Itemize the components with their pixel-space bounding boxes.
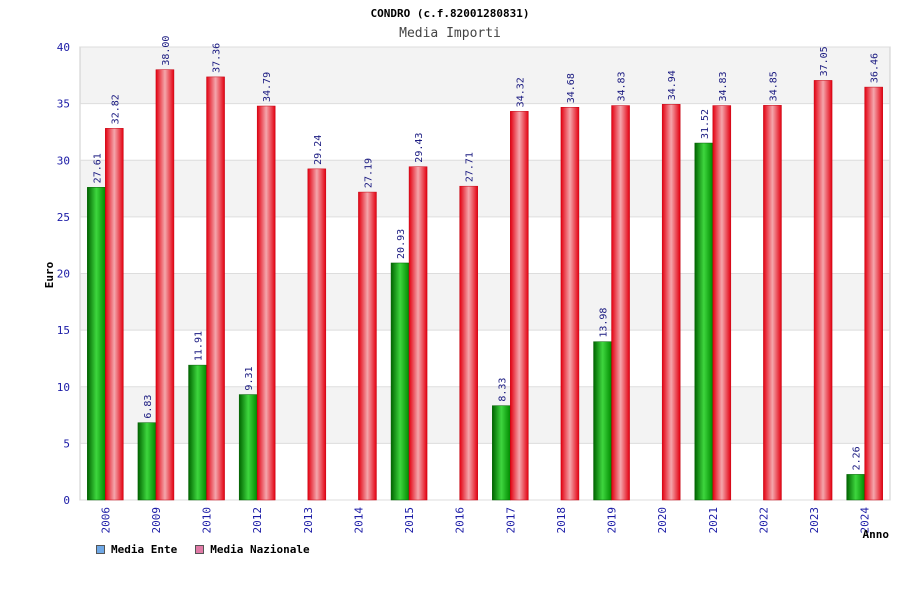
- data-label: 37.05: [819, 46, 830, 76]
- data-label: 20.93: [396, 229, 407, 259]
- bar-media-ente: [390, 262, 410, 501]
- bar-media-ente: [137, 422, 157, 501]
- bar-media-nazionale: [661, 104, 681, 501]
- data-label: 27.19: [363, 158, 374, 188]
- bars: 27.61 32.82 6.83 38.00 11.91 37.36 9.31 34.79 29…: [87, 36, 883, 501]
- x-tick-label: 2009: [150, 507, 163, 534]
- bar-media-nazionale: [408, 166, 428, 501]
- data-label: 9.31: [244, 366, 255, 390]
- chart-subtitle: Media Importi: [399, 26, 501, 41]
- data-label: 27.61: [92, 153, 103, 183]
- x-tick-label: 2018: [555, 507, 568, 534]
- y-tick-label: 20: [57, 268, 70, 281]
- x-tick-label: 2016: [454, 507, 467, 534]
- bar-media-nazionale: [206, 76, 225, 501]
- x-tick-label: 2020: [656, 507, 669, 534]
- data-label: 29.43: [414, 133, 425, 163]
- x-tick-label: 2013: [302, 507, 315, 534]
- x-axis: 2006 2009 2010 2012 2013 2014 2015 2016 2017 2018…: [99, 507, 871, 534]
- y-tick-label: 5: [63, 437, 70, 450]
- bar-media-nazionale: [358, 191, 377, 501]
- x-tick-label: 2014: [352, 507, 365, 534]
- x-axis-label: Anno: [863, 528, 890, 541]
- data-label: 27.71: [465, 152, 476, 182]
- legend-item-media-nazionale: Media Nazionale: [195, 543, 310, 556]
- data-label: 34.83: [718, 71, 729, 101]
- data-label: 37.36: [212, 43, 223, 73]
- legend-swatch-media-ente: [96, 545, 105, 554]
- bar-media-nazionale: [813, 80, 833, 501]
- bar-media-nazionale: [611, 105, 630, 501]
- chart-title: CONDRO (c.f.82001280831): [371, 7, 530, 20]
- y-tick-label: 10: [57, 381, 70, 394]
- data-label: 8.33: [497, 378, 508, 402]
- data-label: 29.24: [313, 135, 324, 165]
- y-tick-label: 25: [57, 211, 70, 224]
- legend-label-media-ente: Media Ente: [111, 543, 178, 556]
- bar-media-nazionale: [864, 86, 883, 501]
- x-tick-label: 2019: [606, 507, 619, 534]
- data-label: 13.98: [599, 308, 610, 338]
- y-tick-label: 30: [57, 154, 70, 167]
- y-tick-label: 35: [57, 98, 70, 111]
- y-tick-label: 0: [63, 494, 70, 507]
- data-label: 32.82: [110, 94, 121, 124]
- data-label: 34.83: [617, 71, 628, 101]
- bar-media-ente: [846, 474, 865, 501]
- bar-media-ente: [492, 405, 511, 501]
- data-label: 38.00: [161, 36, 172, 66]
- y-tick-label: 15: [57, 324, 70, 337]
- x-tick-label: 2012: [251, 507, 264, 534]
- x-tick-label: 2017: [504, 507, 517, 534]
- data-label: 34.94: [667, 70, 678, 100]
- bar-media-nazionale: [560, 106, 580, 501]
- bar-media-nazionale: [307, 168, 327, 501]
- x-tick-label: 2021: [707, 507, 720, 534]
- data-label: 34.85: [768, 71, 779, 101]
- x-tick-label: 2024: [859, 507, 872, 534]
- y-axis-label: Euro: [43, 261, 56, 288]
- bar-media-nazionale: [155, 69, 175, 501]
- data-label: 6.83: [143, 395, 154, 419]
- bar-media-ente: [238, 394, 258, 501]
- bar-media-nazionale: [256, 105, 276, 501]
- bar-media-ente: [188, 364, 207, 501]
- bar-media-nazionale: [712, 105, 732, 501]
- x-tick-label: 2010: [201, 507, 214, 534]
- legend-swatch-media-nazionale: [195, 545, 205, 554]
- bar-media-nazionale: [510, 111, 529, 501]
- data-label: 34.79: [262, 72, 273, 102]
- bar-media-ente: [87, 187, 106, 501]
- bar-media-ente: [593, 341, 612, 501]
- data-label: 34.68: [566, 73, 577, 103]
- data-label: 36.46: [870, 53, 881, 83]
- data-label: 2.26: [852, 446, 863, 470]
- x-tick-label: 2015: [403, 507, 416, 534]
- data-label: 31.52: [700, 109, 711, 139]
- bar-media-nazionale: [105, 128, 124, 501]
- x-tick-label: 2022: [757, 507, 770, 534]
- legend-label-media-nazionale: Media Nazionale: [210, 543, 310, 556]
- data-label: 11.91: [194, 331, 205, 361]
- legend-item-media-ente: Media Ente: [96, 543, 177, 556]
- bar-media-ente: [694, 142, 714, 501]
- legend: Media Ente Media Nazionale: [96, 543, 328, 556]
- x-tick-label: 2023: [808, 507, 821, 534]
- x-tick-label: 2006: [99, 507, 112, 534]
- bar-media-nazionale: [459, 185, 478, 501]
- y-tick-label: 40: [57, 41, 70, 54]
- data-label: 34.32: [515, 77, 526, 107]
- bar-media-nazionale: [763, 105, 782, 501]
